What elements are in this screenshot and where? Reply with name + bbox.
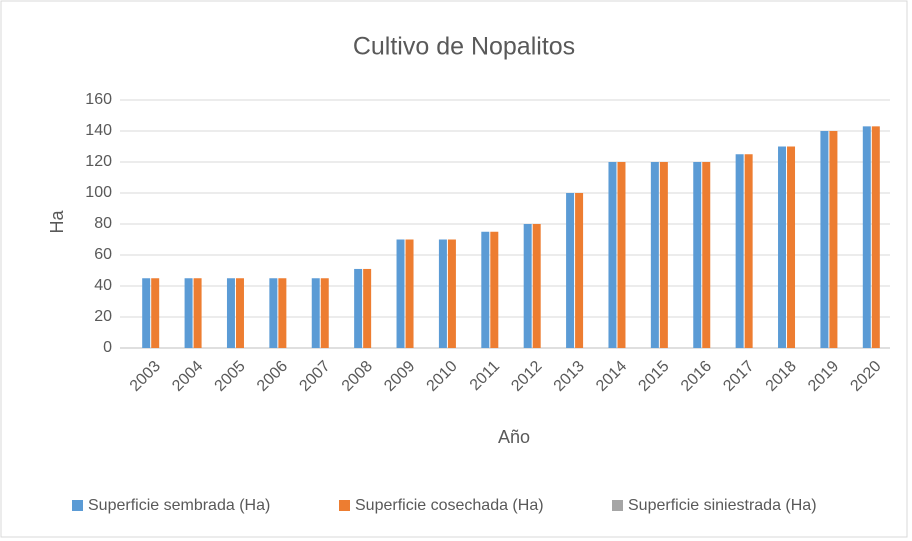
bar [735, 154, 744, 348]
bar [532, 224, 541, 348]
bar [151, 278, 160, 348]
bar [269, 278, 278, 348]
bar [438, 239, 447, 348]
bar [193, 278, 202, 348]
y-tick-label: 80 [94, 215, 112, 232]
bar [481, 231, 490, 348]
y-tick-label: 40 [94, 277, 112, 294]
bar [702, 162, 711, 348]
bar [363, 268, 372, 348]
bar [693, 162, 702, 348]
bar [226, 278, 235, 348]
legend-swatch [612, 500, 623, 511]
bar [566, 193, 575, 348]
bar [659, 162, 668, 348]
bar [744, 154, 753, 348]
bar [278, 278, 287, 348]
bar [405, 239, 414, 348]
bar [862, 126, 871, 348]
legend-swatch [72, 500, 83, 511]
bar [320, 278, 329, 348]
bar [396, 239, 405, 348]
bar [142, 278, 151, 348]
bar [235, 278, 244, 348]
bar [311, 278, 320, 348]
bar [829, 131, 838, 348]
y-tick-label: 100 [85, 184, 112, 201]
y-tick-label: 120 [85, 153, 112, 170]
y-tick-label: 20 [94, 308, 112, 325]
legend-swatch [339, 500, 350, 511]
bar [523, 224, 532, 348]
y-tick-label: 160 [85, 91, 112, 108]
y-axis-title: Ha [47, 210, 67, 234]
legend-label: Superficie siniestrada (Ha) [628, 497, 817, 514]
legend-label: Superficie cosechada (Ha) [355, 497, 544, 514]
y-tick-label: 0 [103, 339, 112, 356]
bar [447, 239, 456, 348]
bar [787, 146, 796, 348]
bar [617, 162, 626, 348]
bar [490, 231, 499, 348]
y-tick-label: 60 [94, 246, 112, 263]
bar [820, 131, 829, 348]
bar [608, 162, 617, 348]
legend-label: Superficie sembrada (Ha) [88, 497, 270, 514]
bar [184, 278, 193, 348]
bar [871, 126, 880, 348]
chart-title: Cultivo de Nopalitos [353, 33, 575, 61]
bar [650, 162, 659, 348]
bar [575, 193, 584, 348]
bar [354, 268, 363, 348]
y-tick-label: 140 [85, 122, 112, 139]
x-axis-title: Año [498, 427, 530, 447]
bar [778, 146, 787, 348]
